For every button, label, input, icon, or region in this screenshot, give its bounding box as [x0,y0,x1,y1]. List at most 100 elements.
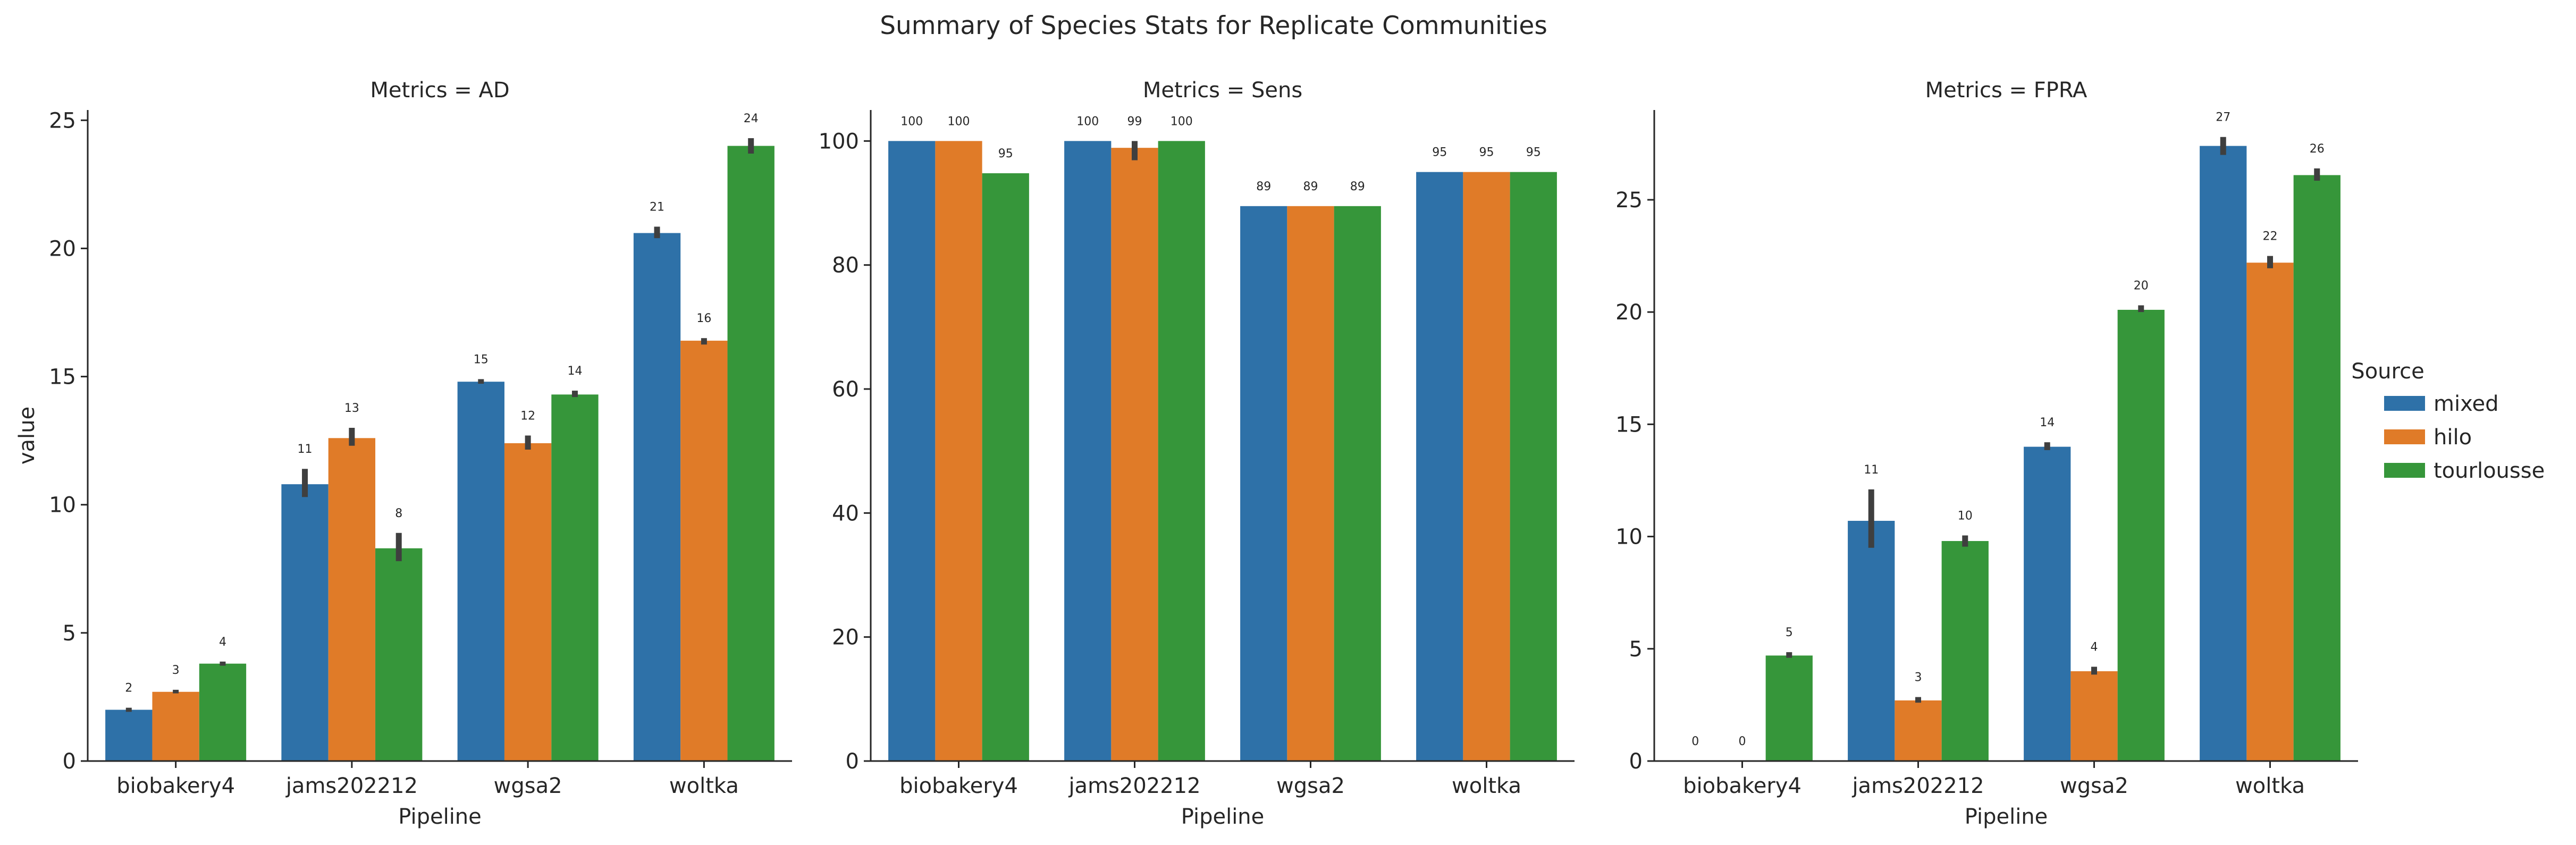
bar-hilo [1111,148,1158,762]
subplot-title: Metrics = FPRA [1925,78,2087,103]
bar-value-label: 95 [1479,146,1494,159]
x-tick-label: wgsa2 [1276,774,1345,798]
bar-value-label: 3 [1915,671,1922,685]
bar-tourlousse [1510,172,1557,762]
bar-mixed [1064,141,1112,761]
x-tick-label: wgsa2 [494,774,562,798]
bar-hilo [328,438,376,761]
y-tick-label: 25 [1615,188,1643,213]
y-tick-label: 100 [819,129,859,154]
bar-value-label: 95 [1432,146,1447,159]
x-tick-label: jams202212 [1851,774,1984,798]
bar-mixed [1848,521,1895,761]
y-tick-label: 0 [63,749,76,774]
bar-value-label: 22 [2263,230,2278,243]
bar-value-label: 95 [1526,146,1541,159]
legend-title: Source [2351,359,2424,384]
chart-panel-fpra: Metrics = FPRA 0 11 14 27 0 3 4 22 5 10 20 26 0 5 10 15 2… [1615,78,2358,829]
bar-value-label: 20 [2134,280,2149,293]
legend-label-hilo: hilo [2434,425,2472,450]
bar-value-label: 10 [1958,509,1973,522]
y-tick-label: 0 [1629,749,1643,774]
legend-label-tourlousse: tourlousse [2434,459,2545,483]
subplot-title: Metrics = AD [370,78,509,103]
y-tick-label: 15 [49,365,76,390]
bar-value-label: 100 [900,115,923,128]
y-tick-label: 0 [846,749,859,774]
y-tick-label: 60 [832,377,859,402]
bar-value-label: 0 [1739,735,1746,748]
bar-hilo [152,691,199,761]
bar-value-label: 99 [1127,115,1142,128]
bar-value-label: 2 [125,682,132,695]
bar-tourlousse [2293,175,2341,761]
bar-value-label: 89 [1303,180,1318,193]
x-axis-label: Pipeline [398,805,482,829]
bar-value-label: 100 [948,115,970,128]
bar-value-label: 0 [1691,735,1699,748]
bar-hilo [504,443,552,761]
y-axis-label: value [15,407,39,464]
bar-value-label: 8 [395,507,402,520]
subplot-title: Metrics = Sens [1143,78,1302,103]
x-tick-label: woltka [669,774,739,798]
y-tick-label: 10 [49,493,76,518]
y-tick-label: 20 [49,236,76,261]
bar-value-label: 21 [650,200,664,214]
x-tick-label: wgsa2 [2060,774,2128,798]
x-tick-label: biobakery4 [899,774,1018,798]
x-tick-label: biobakery4 [116,774,235,798]
legend: Source mixed hilo tourlousse [2351,359,2545,483]
bar-hilo [935,141,982,761]
y-tick-label: 20 [832,626,859,650]
x-axis-label: Pipeline [1965,805,2048,829]
bar-value-label: 26 [2310,142,2325,156]
bar-hilo [2246,263,2294,761]
figure-title: Summary of Species Stats for Replicate C… [880,11,1547,40]
x-tick-label: biobakery4 [1683,774,1801,798]
bar-value-label: 15 [474,353,489,366]
bar-value-label: 11 [298,443,313,456]
bar-value-label: 13 [344,402,359,415]
bar-hilo [1463,172,1510,762]
bar-hilo [1287,206,1334,761]
bar-mixed [888,141,936,761]
bar-tourlousse [375,548,423,761]
bar-value-label: 100 [1076,115,1099,128]
bar-value-label: 89 [1350,180,1365,193]
bar-mixed [105,709,153,761]
bar-value-label: 3 [172,664,180,677]
y-tick-label: 40 [832,501,859,526]
bar-value-label: 100 [1171,115,1193,128]
bar-value-label: 14 [567,365,582,378]
bar-tourlousse [1941,541,1989,761]
legend-swatch-hilo [2384,429,2425,444]
bar-hilo [2070,671,2118,761]
legend-swatch-mixed [2384,396,2425,411]
y-tick-label: 5 [1629,637,1643,662]
x-tick-label: jams202212 [285,774,418,798]
bar-tourlousse [1765,655,1813,761]
x-axis-label: Pipeline [1181,805,1265,829]
bar-hilo [680,341,728,761]
bar-value-label: 12 [520,410,535,423]
chart-panel-ad: Metrics = AD 2 11 15 21 3 13 12 16 4 8 14 24 0 5 10 15 20… [15,78,792,829]
y-tick-label: 10 [1615,525,1643,550]
bar-value-label: 16 [696,312,711,325]
bar-mixed [2200,146,2247,762]
chart-panel-sens: Metrics = Sens 100 100 89 95 100 99 89 95 95 100 89… [819,78,1575,829]
y-tick-label: 5 [63,621,76,646]
x-tick-label: woltka [2235,774,2305,798]
legend-label-mixed: mixed [2434,392,2499,416]
y-tick-label: 80 [832,254,859,278]
x-tick-label: jams202212 [1068,774,1200,798]
bar-value-label: 24 [744,112,759,125]
bar-tourlousse [982,173,1029,761]
bar-tourlousse [1158,141,1205,761]
bar-tourlousse [2117,309,2165,761]
bar-tourlousse [199,663,247,761]
x-tick-label: woltka [1452,774,1521,798]
legend-swatch-tourlousse [2384,463,2425,478]
bar-value-label: 95 [998,147,1013,160]
